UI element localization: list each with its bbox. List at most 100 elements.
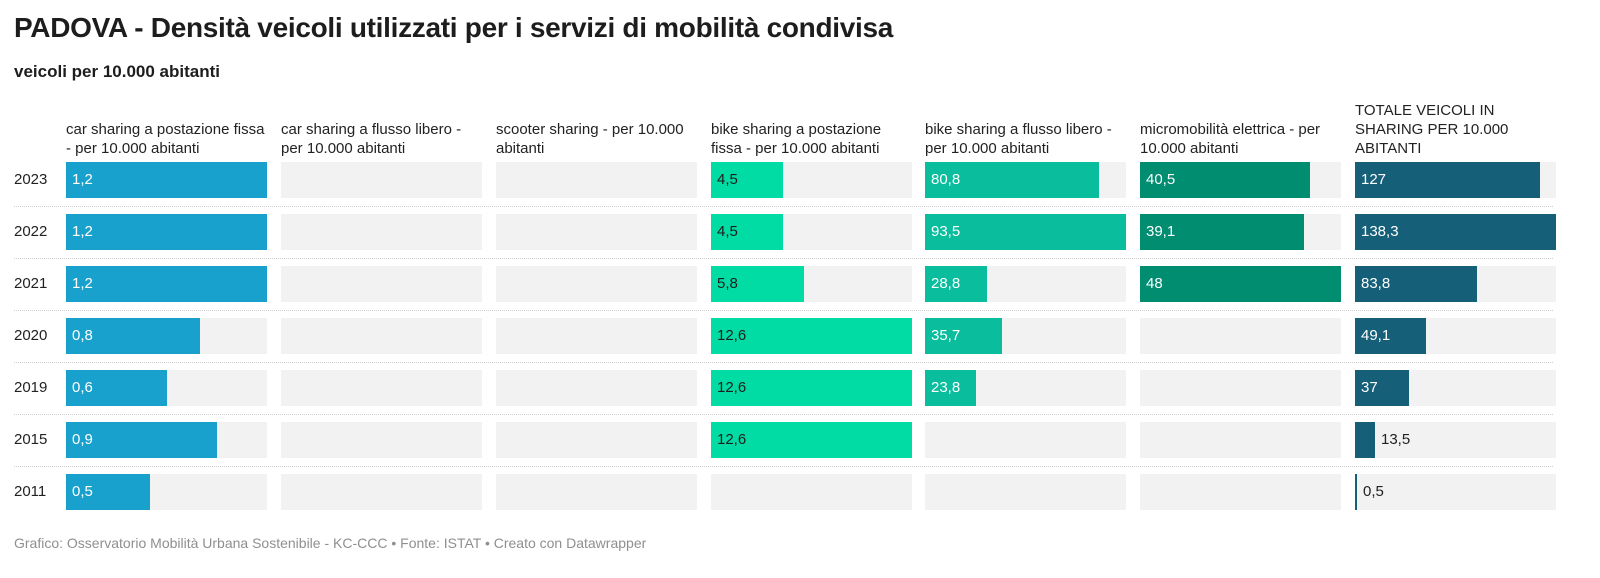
cell-background: [281, 422, 482, 458]
bar: [1355, 214, 1556, 250]
bar-value-label: 5,8: [717, 275, 738, 292]
bar: [1140, 162, 1310, 198]
cell-background: [1140, 370, 1341, 406]
bar-value-label: 49,1: [1361, 327, 1391, 344]
bar-value-label: 4,5: [717, 171, 738, 188]
row-label-year: 2021: [14, 275, 48, 292]
column-header: car sharing a postazione fissa - per 10.…: [66, 121, 265, 157]
cell-background: [1140, 474, 1341, 510]
bar: [711, 214, 783, 250]
bar: [925, 266, 987, 302]
cell-background: [925, 422, 1126, 458]
bar-value-label: 23,8: [931, 379, 961, 396]
bar: [711, 370, 912, 406]
bar-value-label: 4,5: [717, 223, 738, 240]
bar-value-label: 0,5: [1363, 483, 1384, 500]
cell-background: [281, 318, 482, 354]
bar: [1140, 214, 1304, 250]
row-label-year: 2020: [14, 327, 48, 344]
row-label-year: 2015: [14, 431, 48, 448]
cell-background: [1140, 318, 1341, 354]
bar: [711, 162, 783, 198]
cell-background: [281, 474, 482, 510]
bar-value-label: 1,2: [72, 275, 93, 292]
bar: [925, 370, 976, 406]
bar: [1355, 474, 1357, 510]
row-label-year: 2011: [14, 483, 47, 500]
cell-background: [496, 318, 697, 354]
column-header: car sharing a flusso libero - per 10.000…: [281, 121, 462, 157]
bar: [925, 318, 1002, 354]
bar-value-label: 35,7: [931, 327, 961, 344]
bar: [925, 214, 1126, 250]
cell-background: [1355, 474, 1556, 510]
bar-value-label: 1,2: [72, 171, 93, 188]
bar: [711, 266, 804, 302]
bar: [66, 266, 267, 302]
bar-value-label: 40,5: [1146, 171, 1176, 188]
column-header: micromobilità elettrica - per 10.000 abi…: [1140, 121, 1321, 157]
bar-value-label: 0,9: [72, 431, 93, 448]
row-separator: [14, 258, 1553, 259]
bar-value-label: 39,1: [1146, 223, 1176, 240]
bar: [1355, 162, 1540, 198]
bar: [925, 162, 1099, 198]
bar: [1355, 370, 1409, 406]
bar: [66, 214, 267, 250]
bar: [1355, 266, 1477, 302]
bar: [66, 370, 167, 406]
cell-background: [496, 474, 697, 510]
cell-background: [281, 162, 482, 198]
bar: [1140, 266, 1341, 302]
bar: [1355, 422, 1375, 458]
row-separator: [14, 362, 1553, 363]
row-label-year: 2022: [14, 223, 48, 240]
row-separator: [14, 206, 1553, 207]
bar-value-label: 48: [1146, 275, 1163, 292]
column-header: bike sharing a postazione fissa - per 10…: [711, 121, 882, 157]
bar: [66, 318, 200, 354]
bar-value-label: 1,2: [72, 223, 93, 240]
cell-background: [281, 370, 482, 406]
row-separator: [14, 310, 1553, 311]
column-header: bike sharing a flusso libero - per 10.00…: [925, 121, 1112, 157]
bar-value-label: 0,8: [72, 327, 93, 344]
bar-value-label: 28,8: [931, 275, 961, 292]
bar-value-label: 12,6: [717, 379, 747, 396]
bar: [66, 474, 150, 510]
bar-value-label: 80,8: [931, 171, 961, 188]
cell-background: [1355, 422, 1556, 458]
chart-footer: Grafico: Osservatorio Mobilità Urbana So…: [14, 535, 647, 551]
cell-background: [281, 266, 482, 302]
bar-value-label: 12,6: [717, 327, 747, 344]
cell-background: [711, 474, 912, 510]
row-separator: [14, 466, 1553, 467]
bar: [711, 422, 912, 458]
bar-value-label: 12,6: [717, 431, 747, 448]
cell-background: [496, 266, 697, 302]
chart-subtitle: veicoli per 10.000 abitanti: [14, 62, 220, 81]
column-header: TOTALE VEICOLI IN SHARING PER 10.000 ABI…: [1355, 102, 1509, 157]
bar-value-label: 0,6: [72, 379, 93, 396]
bar-value-label: 93,5: [931, 223, 961, 240]
chart-title: PADOVA - Densità veicoli utilizzati per …: [14, 12, 894, 43]
cell-background: [281, 214, 482, 250]
cell-background: [496, 214, 697, 250]
cell-background: [1140, 422, 1341, 458]
row-label-year: 2019: [14, 379, 48, 396]
row-separator: [14, 414, 1553, 415]
cell-background: [925, 474, 1126, 510]
bar: [66, 162, 267, 198]
cell-background: [496, 162, 697, 198]
bar-value-label: 37: [1361, 379, 1378, 396]
row-label-year: 2023: [14, 171, 48, 188]
bar-value-label: 127: [1361, 171, 1387, 188]
bar-value-label: 138,3: [1361, 223, 1399, 240]
cell-background: [496, 370, 697, 406]
column-header: scooter sharing - per 10.000 abitanti: [496, 121, 684, 157]
bar: [66, 422, 217, 458]
cell-background: [496, 422, 697, 458]
bar-value-label: 83,8: [1361, 275, 1391, 292]
bar-value-label: 0,5: [72, 483, 93, 500]
bar: [711, 318, 912, 354]
